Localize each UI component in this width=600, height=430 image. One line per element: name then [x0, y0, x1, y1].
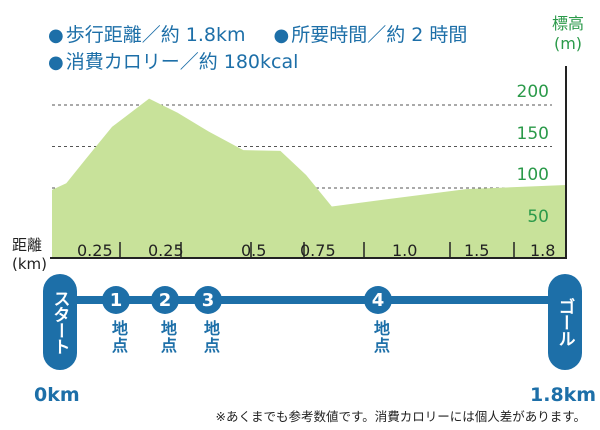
- point-4-marker: 4: [364, 286, 392, 314]
- time-stat: ● 所要時間／約 2 時間: [273, 24, 468, 46]
- point-1-marker: 1: [102, 286, 130, 314]
- distance-tick-label: 1.8: [530, 241, 556, 260]
- elevation-tick-200: 200: [516, 82, 549, 102]
- elevation-profile-chart: [50, 66, 567, 259]
- distance-tick-label: 0.25: [148, 241, 184, 260]
- disclaimer-note: ※あくまでも参考数値です。消費カロリーには個人差があります。: [215, 409, 586, 424]
- distance-tick-label: 0.75: [300, 241, 336, 260]
- point-3-marker: 3: [194, 286, 222, 314]
- route-summary: ● 歩行距離／約 1.8km ● 所要時間／約 2 時間 ● 消費カロリー／約 180…: [48, 22, 489, 76]
- bullet-icon: ●: [273, 25, 290, 46]
- distance-stat: ● 歩行距離／約 1.8km: [48, 24, 246, 46]
- route-line: [60, 296, 565, 304]
- goal-marker: ゴール: [548, 274, 582, 370]
- calorie-stat: ● 消費カロリー／約 180kcal: [48, 51, 299, 73]
- distance-tick-label: 1.0: [392, 241, 418, 260]
- elevation-tick-50: 50: [527, 206, 549, 227]
- bullet-icon: ●: [48, 52, 64, 73]
- bullet-icon: ●: [48, 25, 64, 46]
- elevation-area: [52, 98, 566, 258]
- distance-tick-label: 0.5: [241, 241, 267, 260]
- elevation-tick-100: 100: [516, 165, 549, 185]
- point-1-label: 地点: [109, 320, 128, 354]
- distance-tick-label: 0.25: [77, 241, 113, 260]
- elevation-tick-150: 150: [516, 123, 549, 144]
- distance-tick-label: 1.5: [464, 241, 490, 260]
- distance-axis-title: 距離 (km): [12, 236, 48, 273]
- point-4-label: 地点: [371, 320, 390, 354]
- point-2-marker: 2: [151, 286, 179, 314]
- start-distance: 0km: [34, 384, 80, 406]
- point-2-label: 地点: [158, 320, 177, 354]
- elevation-axis-title: 標高 (m): [551, 14, 584, 53]
- start-marker: スタート: [43, 274, 77, 370]
- goal-distance: 1.8km: [530, 384, 597, 406]
- point-3-label: 地点: [201, 320, 220, 354]
